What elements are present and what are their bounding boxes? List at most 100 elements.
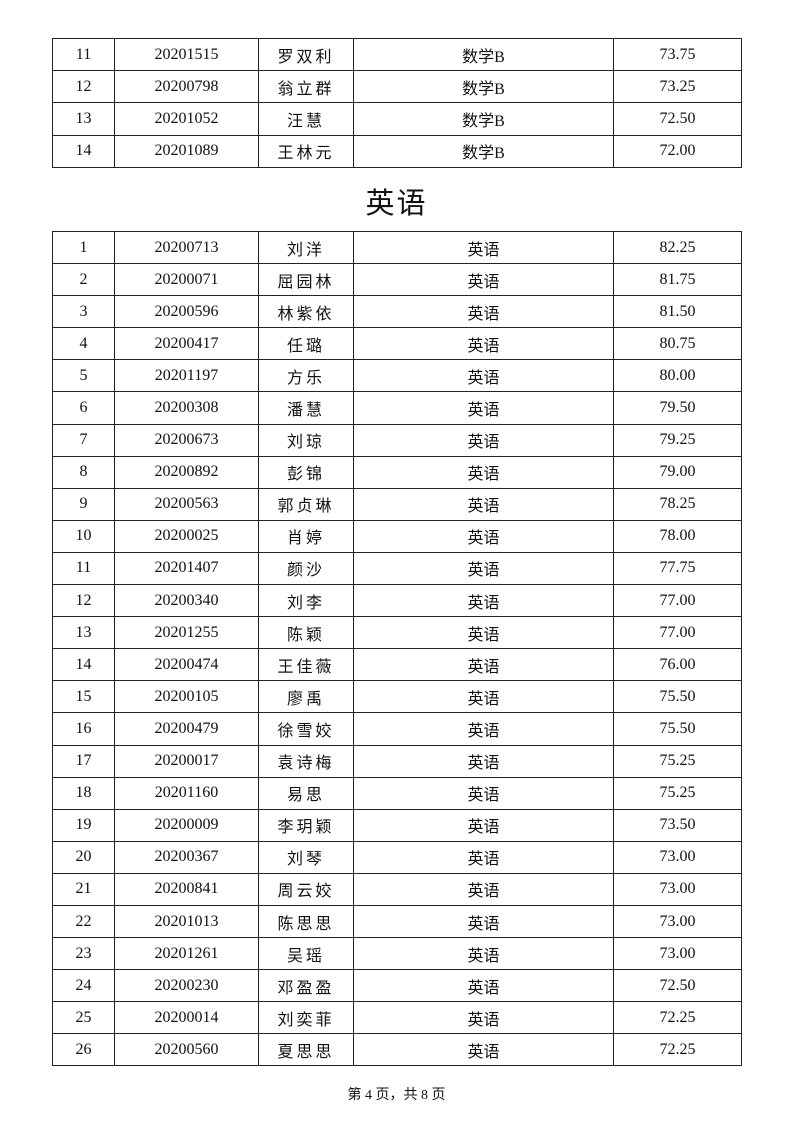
table-row: 4 20200417 任璐 英语 80.75 bbox=[52, 327, 742, 361]
rank-cell: 13 bbox=[52, 102, 115, 136]
name-cell: 郭贞琳 bbox=[258, 487, 354, 521]
name-cell: 彭锦 bbox=[258, 455, 354, 489]
subject-cell: 英语 bbox=[353, 904, 614, 939]
rank-cell: 24 bbox=[52, 969, 115, 1003]
table-row: 13 20201052 汪慧 数学B 72.50 bbox=[52, 102, 742, 136]
table-row: 17 20200017 袁诗梅 英语 75.25 bbox=[52, 744, 742, 778]
student-id-cell: 20200017 bbox=[114, 744, 259, 778]
subject-cell: 英语 bbox=[353, 872, 614, 906]
student-id-cell: 20201515 bbox=[114, 37, 259, 72]
name-cell: 吴瑶 bbox=[258, 937, 354, 971]
rank-cell: 21 bbox=[52, 872, 115, 906]
rank-cell: 8 bbox=[52, 455, 115, 489]
name-cell: 翁立群 bbox=[258, 70, 354, 104]
score-cell: 73.00 bbox=[613, 872, 742, 906]
score-cell: 77.75 bbox=[613, 551, 742, 586]
table-row: 2 20200071 屈园林 英语 81.75 bbox=[52, 263, 742, 297]
rank-cell: 10 bbox=[52, 519, 115, 553]
subject-cell: 数学B bbox=[353, 102, 614, 136]
score-cell: 79.50 bbox=[613, 391, 742, 425]
name-cell: 邓盈盈 bbox=[258, 969, 354, 1003]
subject-cell: 英语 bbox=[353, 680, 614, 714]
rank-cell: 5 bbox=[52, 359, 115, 393]
name-cell: 刘李 bbox=[258, 584, 354, 618]
name-cell: 王林元 bbox=[258, 134, 354, 168]
table-row: 20 20200367 刘琴 英语 73.00 bbox=[52, 840, 742, 874]
rank-cell: 9 bbox=[52, 487, 115, 521]
score-cell: 81.75 bbox=[613, 263, 742, 297]
student-id-cell: 20201197 bbox=[114, 359, 259, 393]
student-id-cell: 20200563 bbox=[114, 487, 259, 521]
rank-cell: 17 bbox=[52, 744, 115, 778]
subject-cell: 英语 bbox=[353, 455, 614, 489]
name-cell: 颜沙 bbox=[258, 551, 354, 586]
score-cell: 75.25 bbox=[613, 744, 742, 778]
table-row: 10 20200025 肖婷 英语 78.00 bbox=[52, 519, 742, 553]
name-cell: 王佳薇 bbox=[258, 648, 354, 682]
name-cell: 肖婷 bbox=[258, 519, 354, 553]
name-cell: 潘慧 bbox=[258, 391, 354, 425]
subject-cell: 英语 bbox=[353, 937, 614, 971]
rank-cell: 7 bbox=[52, 423, 115, 457]
rank-cell: 14 bbox=[52, 134, 115, 168]
table-row: 5 20201197 方乐 英语 80.00 bbox=[52, 359, 742, 393]
subject-cell: 数学B bbox=[353, 37, 614, 72]
table-row: 25 20200014 刘奕菲 英语 72.25 bbox=[52, 1001, 742, 1035]
student-id-cell: 20200308 bbox=[114, 391, 259, 425]
score-cell: 82.25 bbox=[613, 230, 742, 265]
student-id-cell: 20200105 bbox=[114, 680, 259, 714]
score-cell: 77.00 bbox=[613, 584, 742, 618]
student-id-cell: 20200340 bbox=[114, 584, 259, 618]
subject-cell: 英语 bbox=[353, 969, 614, 1003]
subject-cell: 数学B bbox=[353, 70, 614, 104]
student-id-cell: 20200014 bbox=[114, 1001, 259, 1035]
rank-cell: 12 bbox=[52, 70, 115, 104]
student-id-cell: 20200025 bbox=[114, 519, 259, 553]
student-id-cell: 20200474 bbox=[114, 648, 259, 682]
rank-cell: 12 bbox=[52, 584, 115, 618]
rank-cell: 22 bbox=[52, 904, 115, 939]
subject-cell: 英语 bbox=[353, 487, 614, 521]
student-id-cell: 20200596 bbox=[114, 295, 259, 329]
name-cell: 李玥颖 bbox=[258, 808, 354, 842]
score-cell: 73.75 bbox=[613, 37, 742, 72]
subject-cell: 英语 bbox=[353, 230, 614, 265]
student-id-cell: 20200009 bbox=[114, 808, 259, 842]
name-cell: 刘洋 bbox=[258, 230, 354, 265]
rank-cell: 15 bbox=[52, 680, 115, 714]
rank-cell: 13 bbox=[52, 616, 115, 650]
student-id-cell: 20200417 bbox=[114, 327, 259, 361]
subject-cell: 英语 bbox=[353, 1001, 614, 1035]
subject-cell: 英语 bbox=[353, 744, 614, 778]
subject-cell: 英语 bbox=[353, 808, 614, 842]
subject-cell: 英语 bbox=[353, 776, 614, 810]
subject-cell: 英语 bbox=[353, 295, 614, 329]
table-row: 13 20201255 陈颖 英语 77.00 bbox=[52, 616, 742, 650]
student-id-cell: 20200713 bbox=[114, 230, 259, 265]
score-cell: 76.00 bbox=[613, 648, 742, 682]
table-row: 14 20200474 王佳薇 英语 76.00 bbox=[52, 648, 742, 682]
table-row: 14 20201089 王林元 数学B 72.00 bbox=[52, 134, 742, 168]
name-cell: 林紫依 bbox=[258, 295, 354, 329]
table-row: 1 20200713 刘洋 英语 82.25 bbox=[52, 230, 742, 265]
name-cell: 刘奕菲 bbox=[258, 1001, 354, 1035]
subject-cell: 英语 bbox=[353, 584, 614, 618]
rank-cell: 11 bbox=[52, 551, 115, 586]
subject-cell: 英语 bbox=[353, 616, 614, 650]
subject-cell: 英语 bbox=[353, 712, 614, 746]
name-cell: 刘琴 bbox=[258, 840, 354, 874]
score-cell: 73.00 bbox=[613, 937, 742, 971]
student-id-cell: 20201255 bbox=[114, 616, 259, 650]
table-row: 16 20200479 徐雪姣 英语 75.50 bbox=[52, 712, 742, 746]
student-id-cell: 20200673 bbox=[114, 423, 259, 457]
rank-cell: 4 bbox=[52, 327, 115, 361]
table-row: 12 20200340 刘李 英语 77.00 bbox=[52, 584, 742, 618]
student-id-cell: 20200071 bbox=[114, 263, 259, 297]
score-cell: 73.00 bbox=[613, 840, 742, 874]
score-cell: 73.00 bbox=[613, 904, 742, 939]
name-cell: 罗双利 bbox=[258, 37, 354, 72]
student-id-cell: 20200367 bbox=[114, 840, 259, 874]
score-cell: 72.50 bbox=[613, 969, 742, 1003]
score-cell: 80.00 bbox=[613, 359, 742, 393]
rank-cell: 19 bbox=[52, 808, 115, 842]
